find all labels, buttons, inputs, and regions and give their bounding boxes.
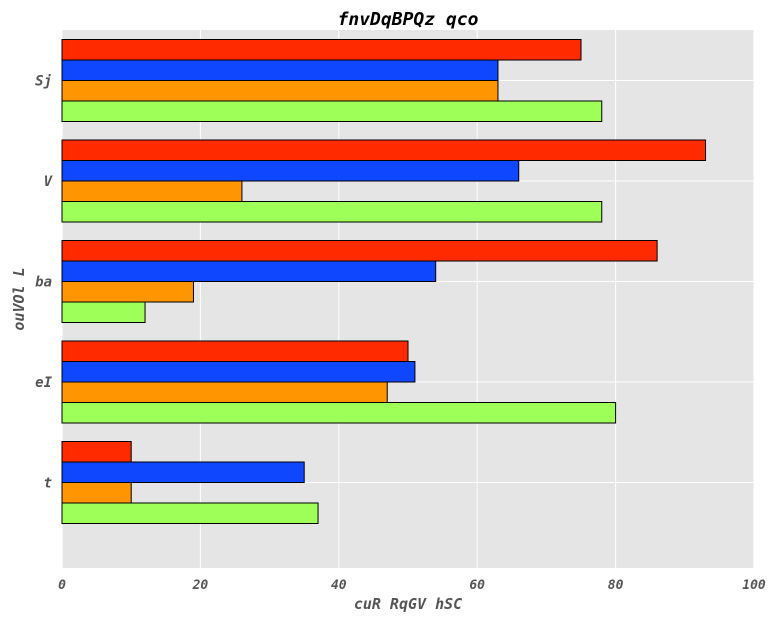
bar-ba-1 [61,240,658,262]
bars [61,39,707,524]
bar-t-1 [61,441,132,463]
x-axis-label: cuR RqGV hSC [354,595,462,613]
y-tick-label: t [44,476,52,492]
bar-V-2 [61,160,520,182]
bar-t-4 [61,502,319,524]
y-tick-label: V [44,174,54,190]
y-tick-labels: Sj Vba eI t [35,74,53,492]
bar-t-2 [61,461,305,483]
bar-eI-2 [61,361,416,383]
bar-ba-3 [61,281,194,303]
bar-Sj-4 [61,100,603,122]
y-tick-label: Sj [35,74,52,90]
bar-Sj-1 [61,39,582,61]
x-tick-label: 60 [469,578,485,593]
bar-eI-4 [61,402,617,424]
bar-ba-4 [61,301,146,323]
bar-Sj-2 [61,59,499,81]
y-tick-label: eI [35,375,52,391]
bar-V-4 [61,201,603,223]
bar-V-1 [61,139,707,161]
bar-t-3 [61,482,132,504]
y-tick-label: ba [35,275,52,291]
bar-V-3 [61,180,243,202]
y-axis-label: ouVOl L [10,267,28,330]
bar-eI-1 [61,340,409,362]
x-tick-labels: 0 20 40 60 80 100 [58,578,766,593]
x-tick-label: 100 [742,578,766,593]
bar-Sj-3 [61,80,499,102]
x-tick-label: 40 [331,578,347,593]
bar-ba-2 [61,260,437,282]
x-tick-label: 20 [192,578,209,593]
chart-title: fnvDqBPQz qco [338,9,479,30]
x-tick-label: 0 [58,578,66,593]
x-tick-label: 80 [608,578,624,593]
bar-eI-3 [61,381,388,403]
